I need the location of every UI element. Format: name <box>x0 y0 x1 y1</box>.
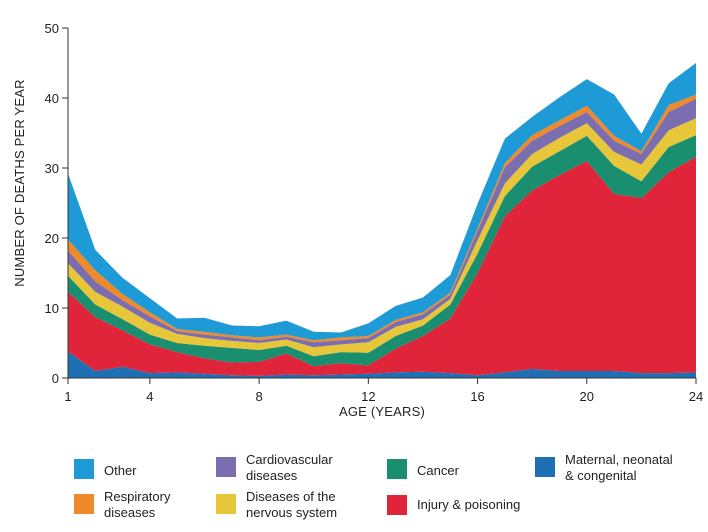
legend-item-cardiovascular: Cardiovascular diseases <box>216 452 333 484</box>
y-axis-ticks: 0 10 20 30 40 50 <box>45 21 68 386</box>
legend-swatch-cancer <box>387 459 407 479</box>
y-tick-label: 40 <box>45 91 59 106</box>
legend-label-cardiovascular: Cardiovascular diseases <box>246 452 333 483</box>
legend-item-maternal: Maternal, neonatal & congenital <box>535 452 673 484</box>
x-tick-label: 1 <box>64 389 71 404</box>
legend-label-maternal: Maternal, neonatal & congenital <box>565 452 673 483</box>
x-tick-label: 4 <box>146 389 153 404</box>
area-series-0 <box>68 351 696 378</box>
legend-swatch-respiratory <box>74 494 94 514</box>
x-axis-ticks: 1 4 8 12 16 20 24 <box>64 378 703 404</box>
x-tick-label: 8 <box>256 389 263 404</box>
legend-label-other: Other <box>104 463 137 478</box>
y-tick-label: 10 <box>45 301 59 316</box>
legend-label-cancer: Cancer <box>417 463 459 478</box>
legend-swatch-maternal <box>535 457 555 477</box>
x-axis-title: AGE (YEARS) <box>339 404 425 419</box>
legend-item-injury: Injury & poisoning <box>387 495 520 515</box>
axes <box>67 28 696 379</box>
y-axis-title: NUMBER OF DEATHS PER YEAR <box>12 79 27 287</box>
x-tick-label: 24 <box>689 389 703 404</box>
legend-label-respiratory: Respiratory diseases <box>104 489 171 520</box>
legend-swatch-cardiovascular <box>216 457 236 477</box>
legend-item-other: Other <box>74 459 137 479</box>
legend-item-nervous: Diseases of the nervous system <box>216 489 337 521</box>
area-series-1 <box>68 156 696 376</box>
y-tick-label: 0 <box>52 371 59 386</box>
x-tick-label: 16 <box>470 389 484 404</box>
y-tick-label: 20 <box>45 231 59 246</box>
y-tick-label: 30 <box>45 161 59 176</box>
x-tick-label: 12 <box>361 389 375 404</box>
legend-label-injury: Injury & poisoning <box>417 497 521 512</box>
area-layers <box>68 63 696 378</box>
x-tick-label: 20 <box>580 389 594 404</box>
legend-item-cancer: Cancer <box>387 459 459 479</box>
legend-label-nervous: Diseases of the nervous system <box>246 489 338 520</box>
legend-swatch-injury <box>387 495 407 515</box>
legend-swatch-other <box>74 459 94 479</box>
legend-swatch-nervous <box>216 494 236 514</box>
y-tick-label: 50 <box>45 21 59 36</box>
legend-item-respiratory: Respiratory diseases <box>74 489 170 521</box>
